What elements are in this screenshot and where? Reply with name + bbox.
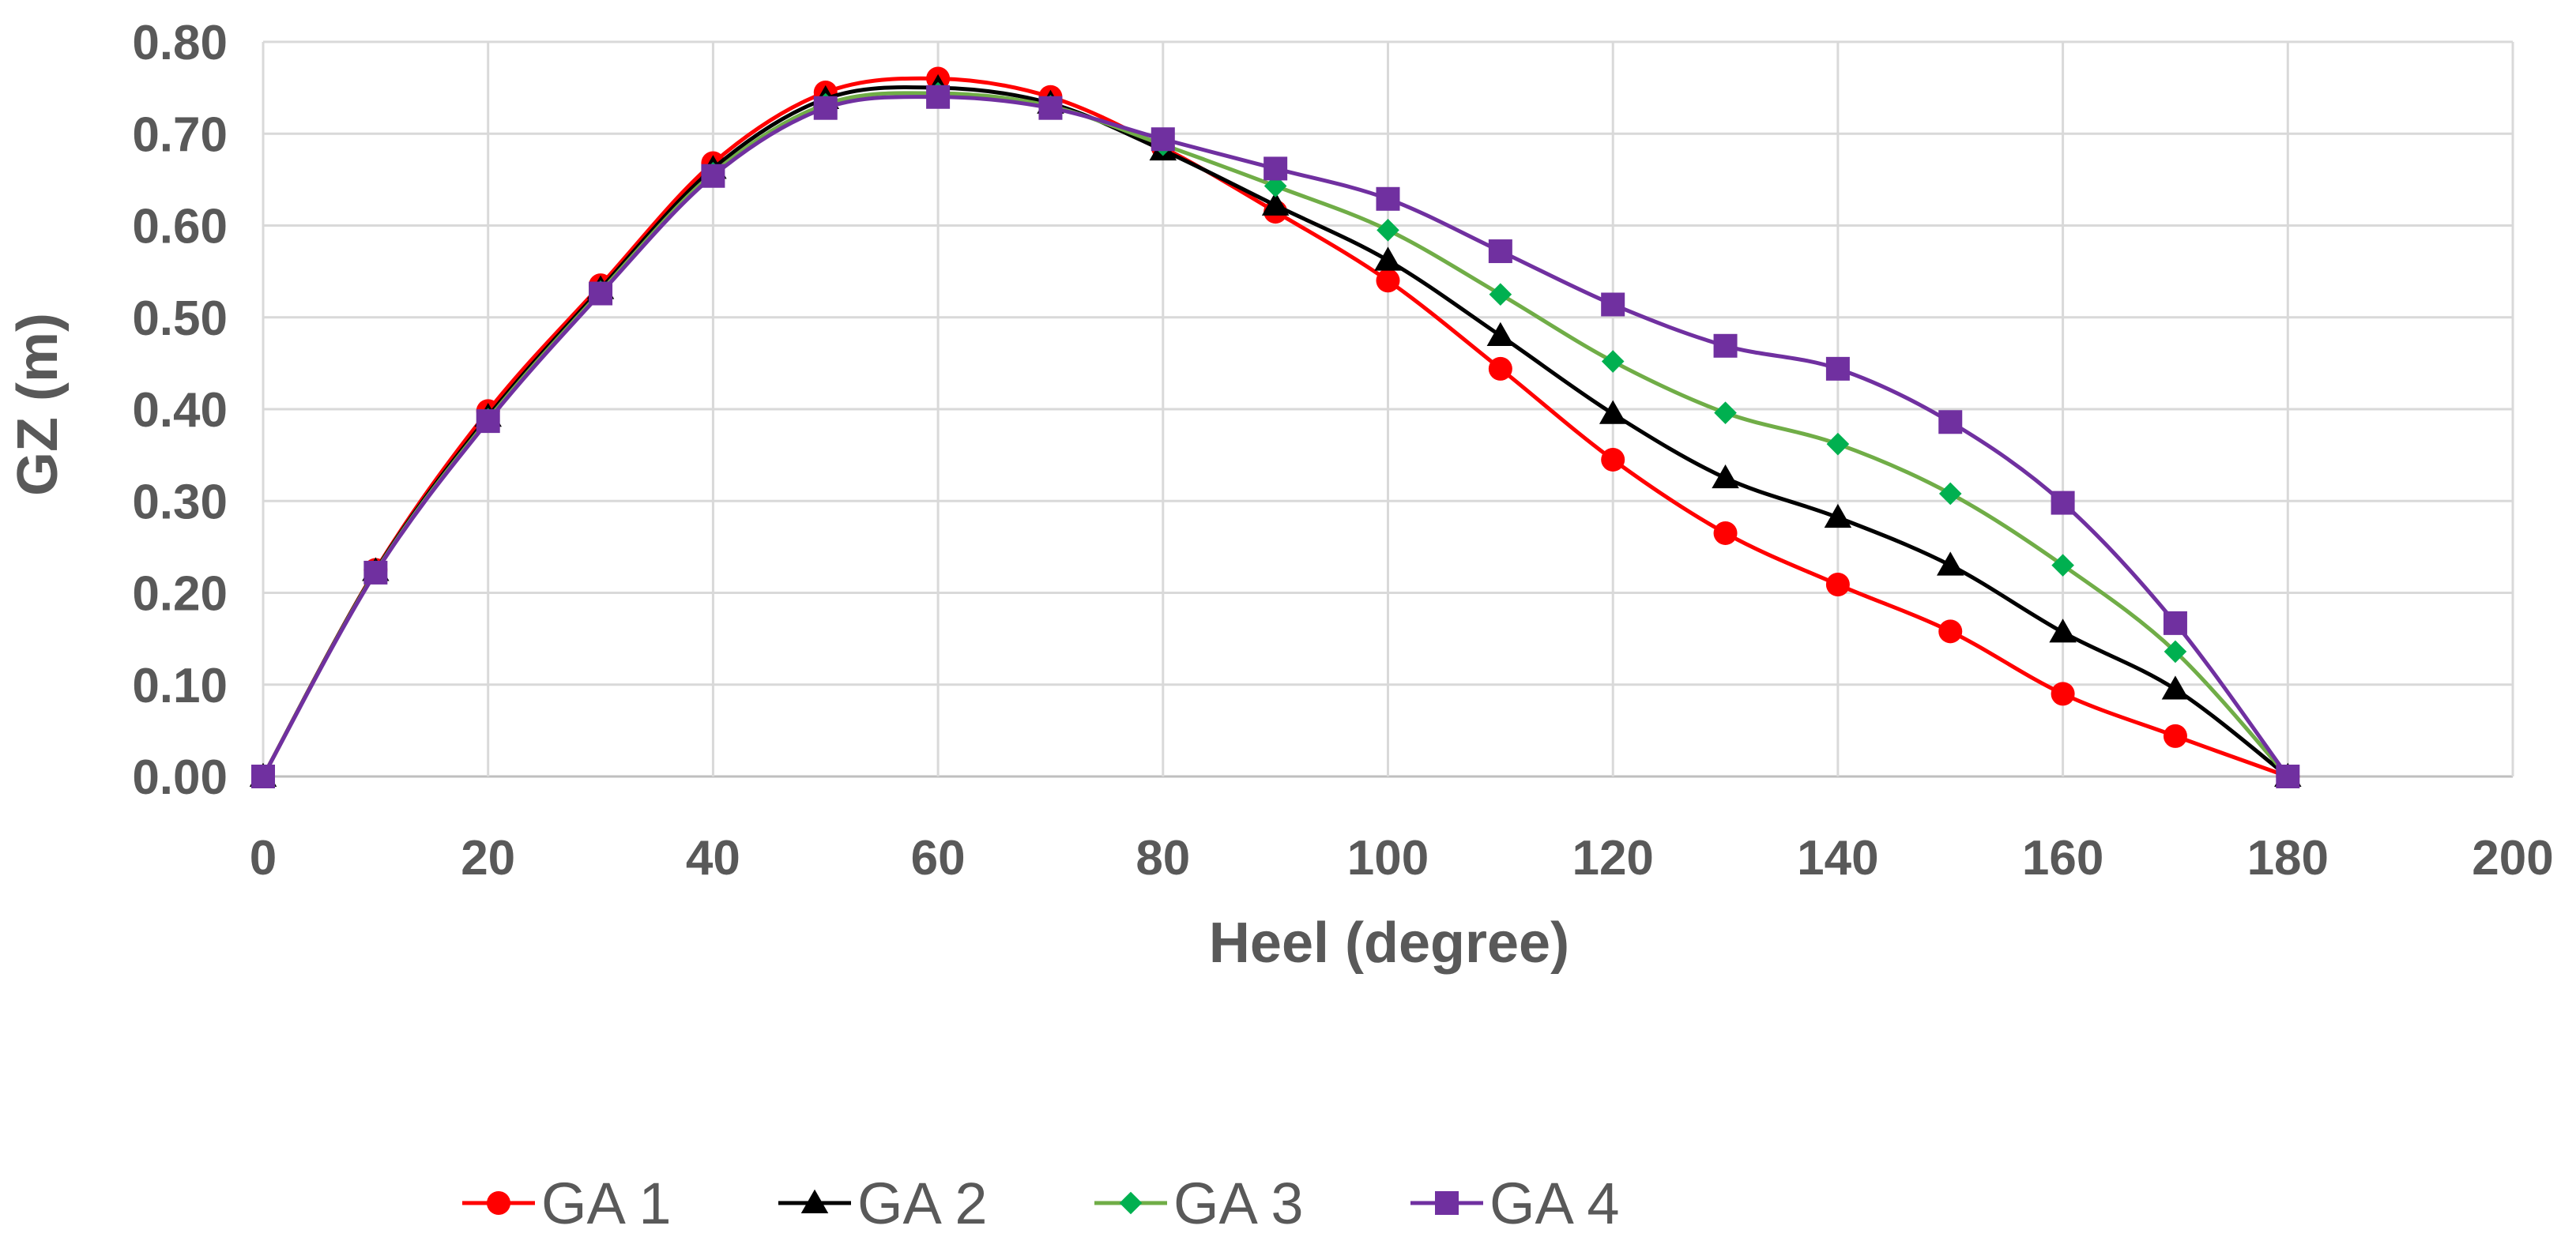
data-point: [2051, 554, 2074, 577]
data-point: [251, 765, 275, 788]
data-point: [813, 96, 838, 120]
y-tick-label: 0.30: [132, 475, 228, 529]
data-point: [1599, 400, 1627, 424]
data-point: [1937, 551, 1964, 576]
x-tick-label: 180: [2247, 831, 2329, 885]
data-point: [2163, 611, 2187, 635]
data-point: [2051, 682, 2075, 706]
data-point: [363, 560, 388, 585]
legend-item-1: GA 1: [462, 1171, 672, 1236]
legend-marker: [487, 1191, 510, 1215]
x-tick-label: 120: [1572, 831, 1653, 885]
data-point: [1377, 219, 1399, 242]
data-point: [1713, 521, 1738, 545]
data-point: [1938, 482, 1962, 506]
data-point: [2276, 765, 2300, 788]
data-point: [1376, 186, 1400, 211]
x-tick-label: 60: [911, 831, 966, 885]
data-point: [1825, 356, 1850, 381]
legend-label: GA 3: [1173, 1171, 1304, 1236]
legend: GA 1 GA 2 GA 3 GA 4: [462, 1171, 1620, 1236]
x-tick-label: 80: [1135, 831, 1190, 885]
data-point: [1374, 246, 1402, 271]
x-axis-title: Heel (degree): [1209, 912, 1569, 975]
y-tick-label: 0.50: [132, 291, 228, 346]
data-point: [2161, 675, 2190, 700]
data-point: [701, 164, 725, 188]
data-point: [589, 281, 613, 306]
data-point: [1712, 464, 1739, 489]
grid-lines: [262, 40, 2514, 778]
data-point: [1264, 156, 1288, 181]
data-point: [476, 409, 500, 434]
data-point: [1488, 239, 1512, 264]
data-point: [1824, 503, 1852, 528]
x-tick-label: 140: [1797, 831, 1878, 885]
y-tick-label: 0.40: [132, 383, 228, 438]
data-point: [1714, 401, 1737, 424]
data-point: [1601, 447, 1625, 472]
data-point: [1151, 127, 1175, 152]
data-point: [1825, 573, 1850, 597]
series-group: [249, 66, 2302, 788]
series-4: [251, 85, 2300, 788]
legend-marker: [1435, 1191, 1459, 1215]
data-point: [2163, 724, 2187, 748]
x-tick-label: 20: [461, 831, 515, 885]
legend-marker: [1119, 1191, 1143, 1215]
legend-item-4: GA 4: [1410, 1171, 1620, 1236]
data-point: [1489, 283, 1512, 306]
legend-label: GA 4: [1489, 1171, 1620, 1236]
data-point: [2049, 618, 2077, 643]
series-line-4: [261, 95, 2290, 778]
y-axis-title: GZ (m): [6, 313, 70, 496]
data-point: [926, 85, 951, 109]
legend-item-3: GA 3: [1094, 1171, 1304, 1236]
data-point: [1488, 356, 1512, 381]
legend-label: GA 1: [541, 1171, 672, 1236]
y-axis-ticks: 0.00 0.10 0.20 0.30 0.40 0.50 0.60 0.70 0.80: [132, 16, 228, 805]
data-point: [1601, 350, 1625, 373]
data-point: [1826, 432, 1850, 456]
data-point: [1938, 410, 1963, 434]
x-tick-label: 40: [686, 831, 740, 885]
series-3: [251, 81, 2299, 788]
y-tick-label: 0.00: [132, 750, 228, 805]
data-point: [1938, 619, 1963, 644]
data-point: [1713, 333, 1738, 358]
x-tick-label: 100: [1347, 831, 1429, 885]
data-point: [1038, 96, 1063, 120]
data-point: [1376, 269, 1400, 293]
x-tick-label: 200: [2472, 831, 2553, 885]
data-point: [2051, 491, 2075, 515]
data-point: [1261, 191, 1290, 216]
legend-label: GA 2: [857, 1171, 988, 1236]
legend-item-2: GA 2: [778, 1171, 988, 1236]
y-tick-label: 0.80: [132, 16, 228, 70]
y-tick-label: 0.20: [132, 567, 228, 622]
legend-marker: [800, 1189, 829, 1213]
series-line-1: [261, 76, 2289, 779]
y-tick-label: 0.60: [132, 200, 228, 254]
data-point: [1601, 292, 1625, 317]
x-tick-label: 0: [250, 831, 277, 885]
data-point: [1486, 321, 1515, 346]
data-point: [2164, 640, 2187, 664]
y-tick-label: 0.10: [132, 659, 228, 713]
x-tick-label: 160: [2022, 831, 2103, 885]
x-axis-ticks: 0 20 40 60 80 100 120 140 160 180 200: [250, 831, 2554, 885]
y-tick-label: 0.70: [132, 107, 228, 162]
